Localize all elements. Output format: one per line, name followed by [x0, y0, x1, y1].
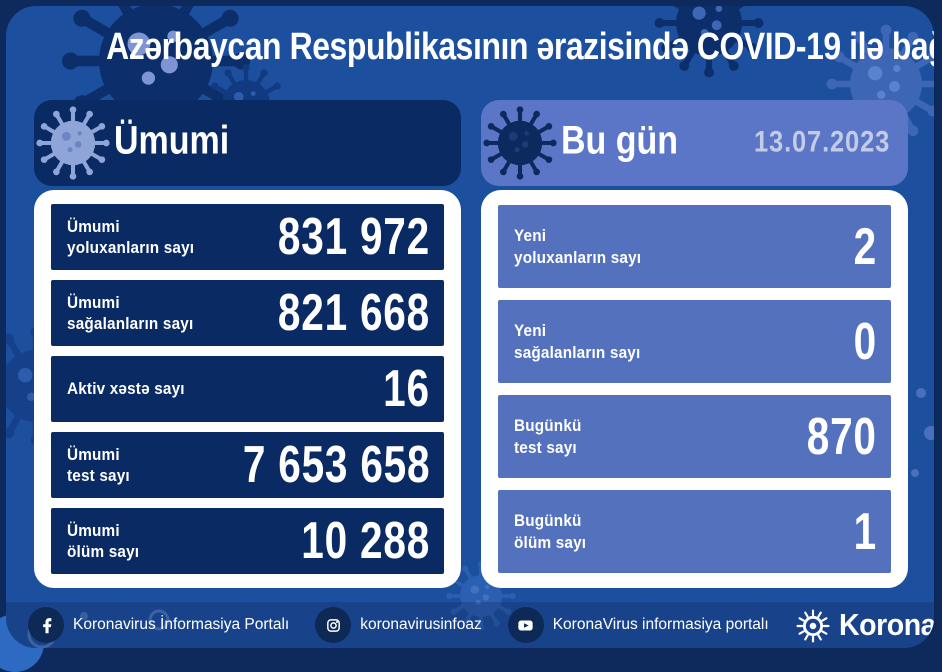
- footer-bar: Koronavirus İnformasiya Portalı koronavi…: [6, 602, 934, 648]
- dots-decoration-right-edge: [911, 388, 934, 477]
- stat-row-new-infected: Yeni yoluxanların sayı 2: [498, 205, 891, 288]
- stat-label: Aktiv xəstə sayı: [67, 379, 185, 399]
- facebook-link[interactable]: Koronavirus İnformasiya Portalı: [28, 607, 289, 643]
- stat-row-total-recovered: Ümumi sağalanların sayı 821 668: [51, 280, 444, 346]
- stat-value: 870: [806, 407, 877, 466]
- stat-label: Yeni yoluxanların sayı: [514, 226, 642, 267]
- stat-value: 7 653 658: [242, 436, 430, 494]
- virus-icon: [36, 106, 110, 180]
- instagram-icon: [315, 607, 352, 643]
- stat-value: 2: [853, 217, 877, 276]
- stat-row-today-tests: Bugünkü test sayı 870: [498, 395, 891, 478]
- instagram-label: koronavirusinfoaz: [360, 616, 482, 633]
- logo-text: KoronaVirus: [838, 606, 934, 642]
- stat-row-new-recovered: Yeni sağalanların sayı 0: [498, 300, 891, 383]
- youtube-label: KoronaVirus informasiya portalı: [552, 616, 769, 633]
- youtube-icon: [507, 607, 544, 643]
- right-panel-title: Bu gün: [561, 118, 679, 163]
- youtube-link[interactable]: KoronaVirus informasiya portalı: [507, 607, 769, 643]
- stat-label: Ümumi ölüm sayı: [67, 520, 140, 561]
- stat-value: 10 288: [301, 512, 430, 570]
- stat-label: Ümumi sağalanların sayı: [67, 292, 194, 333]
- stat-label: Yeni sağalanların sayı: [514, 321, 641, 362]
- stat-row-total-tests: Ümumi test sayı 7 653 658: [51, 432, 444, 498]
- report-date: 13.07.2023: [753, 125, 890, 159]
- facebook-label: Koronavirus İnformasiya Portalı: [73, 616, 290, 633]
- stat-label: Ümumi yoluxanların sayı: [67, 216, 195, 257]
- stat-label: Ümumi test sayı: [67, 444, 130, 485]
- stat-label: Bugünkü test sayı: [514, 416, 582, 457]
- koronavirus-logo: KoronaVirus info: [795, 607, 934, 644]
- stat-value: 831 972: [277, 208, 430, 266]
- stat-value: 0: [853, 312, 877, 371]
- stat-value: 821 668: [277, 284, 430, 342]
- left-panel-title: Ümumi: [114, 118, 230, 163]
- stat-row-today-deaths: Bugünkü ölüm sayı 1: [498, 490, 891, 573]
- left-stats-card: Ümumi yoluxanların sayı 831 972 Ümumi sa…: [34, 190, 461, 588]
- instagram-link[interactable]: koronavirusinfoaz: [315, 607, 482, 643]
- right-panel-header: Bu gün 13.07.2023: [481, 100, 908, 186]
- facebook-icon: [28, 607, 64, 643]
- stat-row-total-infected: Ümumi yoluxanların sayı 831 972: [51, 204, 444, 270]
- page-title: Azərbaycan Respublikasının ərazisində CO…: [6, 26, 934, 69]
- right-stats-card: Yeni yoluxanların sayı 2 Yeni sağalanlar…: [481, 190, 908, 588]
- stat-row-active-cases: Aktiv xəstə sayı 16: [51, 356, 444, 422]
- stat-value: 16: [383, 360, 430, 418]
- stat-row-total-deaths: Ümumi ölüm sayı 10 288: [51, 508, 444, 574]
- virus-icon: [483, 106, 557, 180]
- page-title-text: Azərbaycan Respublikasının ərazisində CO…: [106, 26, 934, 68]
- infographic-background: Azərbaycan Respublikasının ərazisində CO…: [6, 6, 934, 648]
- left-panel-header: Ümumi: [34, 100, 461, 186]
- stat-label: Bugünkü ölüm sayı: [514, 511, 587, 552]
- stat-value: 1: [853, 502, 877, 561]
- koronavirus-sun-icon: [796, 608, 830, 643]
